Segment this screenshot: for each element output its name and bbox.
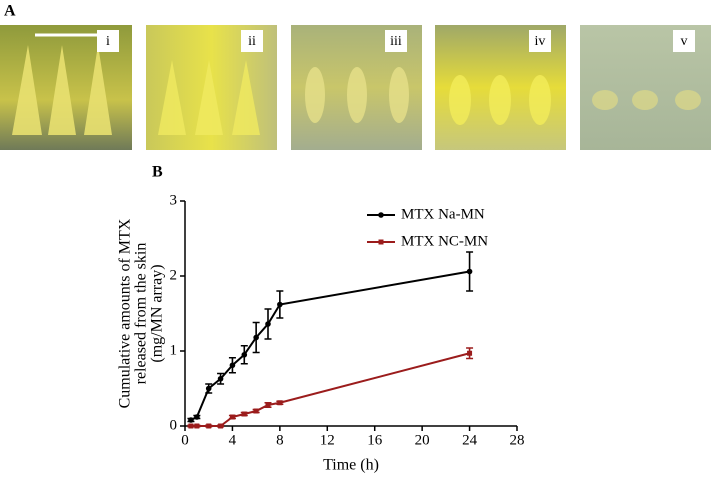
marker xyxy=(467,350,473,356)
image-label: i xyxy=(106,34,110,49)
needle xyxy=(529,75,551,125)
marker xyxy=(241,411,247,417)
x-tick-label: 28 xyxy=(510,432,525,448)
needle xyxy=(632,90,658,110)
label-box xyxy=(673,30,695,52)
x-tick-label: 24 xyxy=(462,432,478,448)
needle xyxy=(592,90,618,110)
series-line xyxy=(190,270,470,421)
needle xyxy=(195,60,223,135)
marker xyxy=(253,334,259,341)
x-tick-label: 16 xyxy=(367,432,383,448)
marker xyxy=(188,423,194,429)
needle xyxy=(305,67,325,123)
x-tick-label: 12 xyxy=(320,432,335,448)
marker xyxy=(253,408,259,414)
needle xyxy=(489,75,511,125)
marker xyxy=(466,268,473,275)
marker xyxy=(194,423,200,429)
needle xyxy=(675,90,701,110)
x-tick-label: 4 xyxy=(229,432,237,448)
needle xyxy=(389,67,409,123)
y-axis-label: (mg/MN array) xyxy=(149,264,166,362)
marker xyxy=(217,375,224,382)
y-tick-label: 2 xyxy=(170,267,178,283)
y-tick-label: 3 xyxy=(170,192,178,208)
marker xyxy=(229,362,236,369)
x-tick-label: 20 xyxy=(415,432,430,448)
photo-panels xyxy=(0,25,711,150)
x-axis-label: Time (h) xyxy=(323,457,379,474)
marker xyxy=(277,301,283,308)
x-tick-label: 8 xyxy=(276,432,284,448)
marker xyxy=(265,402,271,408)
marker xyxy=(277,400,283,406)
marker xyxy=(265,321,271,327)
marker xyxy=(206,423,212,429)
y-axis-label: released from the skin xyxy=(133,243,150,385)
marker xyxy=(188,417,194,423)
marker xyxy=(241,351,248,358)
label-box xyxy=(385,30,407,52)
marker xyxy=(194,414,200,420)
panel-label: B xyxy=(152,164,163,181)
needle xyxy=(449,75,471,125)
image-label: ii xyxy=(248,34,256,49)
series-line xyxy=(190,352,470,427)
marker xyxy=(378,239,384,245)
marker xyxy=(378,212,384,218)
label-box xyxy=(529,30,551,52)
y-axis-label: Cumulative amounts of MTX xyxy=(117,218,134,408)
needle xyxy=(48,45,76,135)
image-label: iv xyxy=(535,34,546,49)
needle xyxy=(232,60,260,135)
panel-label: A xyxy=(4,3,16,20)
legend-label: MTX NC-MN xyxy=(401,233,488,249)
needle xyxy=(347,67,367,123)
marker xyxy=(218,423,224,429)
marker xyxy=(205,385,212,392)
legend-label: MTX Na-MN xyxy=(401,206,485,222)
y-tick-label: 0 xyxy=(170,417,178,433)
x-tick-label: 0 xyxy=(181,432,189,448)
image-label: v xyxy=(681,34,688,49)
image-label: iii xyxy=(390,34,402,49)
needle xyxy=(158,60,186,135)
label-box xyxy=(97,30,119,52)
needle xyxy=(84,45,112,135)
marker xyxy=(229,414,235,420)
needle xyxy=(12,45,42,135)
label-box xyxy=(241,30,263,52)
y-tick-label: 1 xyxy=(170,342,178,358)
